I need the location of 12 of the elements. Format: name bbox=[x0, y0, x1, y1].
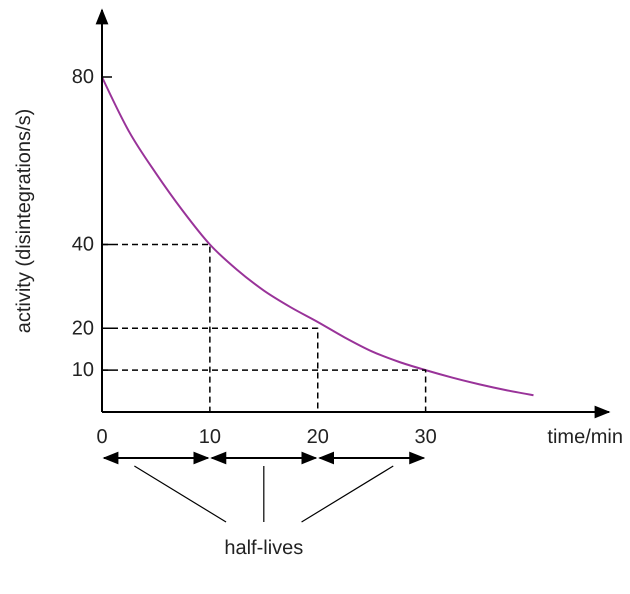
x-axis-title: time/min bbox=[547, 426, 623, 448]
x-tick-label: 20 bbox=[306, 426, 329, 448]
y-axis-title: activity (disintegrations/s) bbox=[13, 108, 35, 334]
x-tick-label: 10 bbox=[198, 426, 221, 448]
text: half-lives bbox=[224, 537, 304, 559]
y-tick-label: 20 bbox=[72, 317, 94, 340]
y-tick-label: 10 bbox=[72, 359, 94, 382]
x-tick-label: 30 bbox=[414, 426, 437, 448]
y-tick-label: 80 bbox=[72, 66, 94, 88]
line-series bbox=[101, 76, 534, 396]
y-tick-label: 40 bbox=[72, 234, 94, 256]
x-tick-label: 0 bbox=[96, 426, 108, 448]
